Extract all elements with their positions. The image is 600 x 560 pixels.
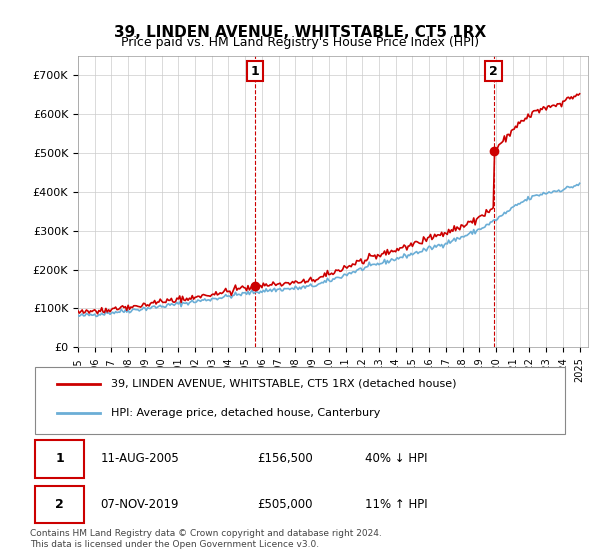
Text: £156,500: £156,500 [257,452,313,465]
Text: 40% ↓ HPI: 40% ↓ HPI [365,452,427,465]
Text: Contains HM Land Registry data © Crown copyright and database right 2024.
This d: Contains HM Land Registry data © Crown c… [30,529,382,549]
FancyBboxPatch shape [35,440,84,478]
Text: Price paid vs. HM Land Registry's House Price Index (HPI): Price paid vs. HM Land Registry's House … [121,36,479,49]
FancyBboxPatch shape [35,367,565,434]
Text: 2: 2 [489,65,498,78]
FancyBboxPatch shape [35,486,84,523]
Text: 39, LINDEN AVENUE, WHITSTABLE, CT5 1RX: 39, LINDEN AVENUE, WHITSTABLE, CT5 1RX [114,25,486,40]
Text: 11-AUG-2005: 11-AUG-2005 [100,452,179,465]
Text: 11% ↑ HPI: 11% ↑ HPI [365,498,427,511]
Text: 39, LINDEN AVENUE, WHITSTABLE, CT5 1RX (detached house): 39, LINDEN AVENUE, WHITSTABLE, CT5 1RX (… [111,379,457,389]
Text: 07-NOV-2019: 07-NOV-2019 [100,498,179,511]
Text: 2: 2 [55,498,64,511]
Text: HPI: Average price, detached house, Canterbury: HPI: Average price, detached house, Cant… [111,408,380,418]
Text: £505,000: £505,000 [257,498,312,511]
Text: 1: 1 [251,65,260,78]
Text: 1: 1 [55,452,64,465]
